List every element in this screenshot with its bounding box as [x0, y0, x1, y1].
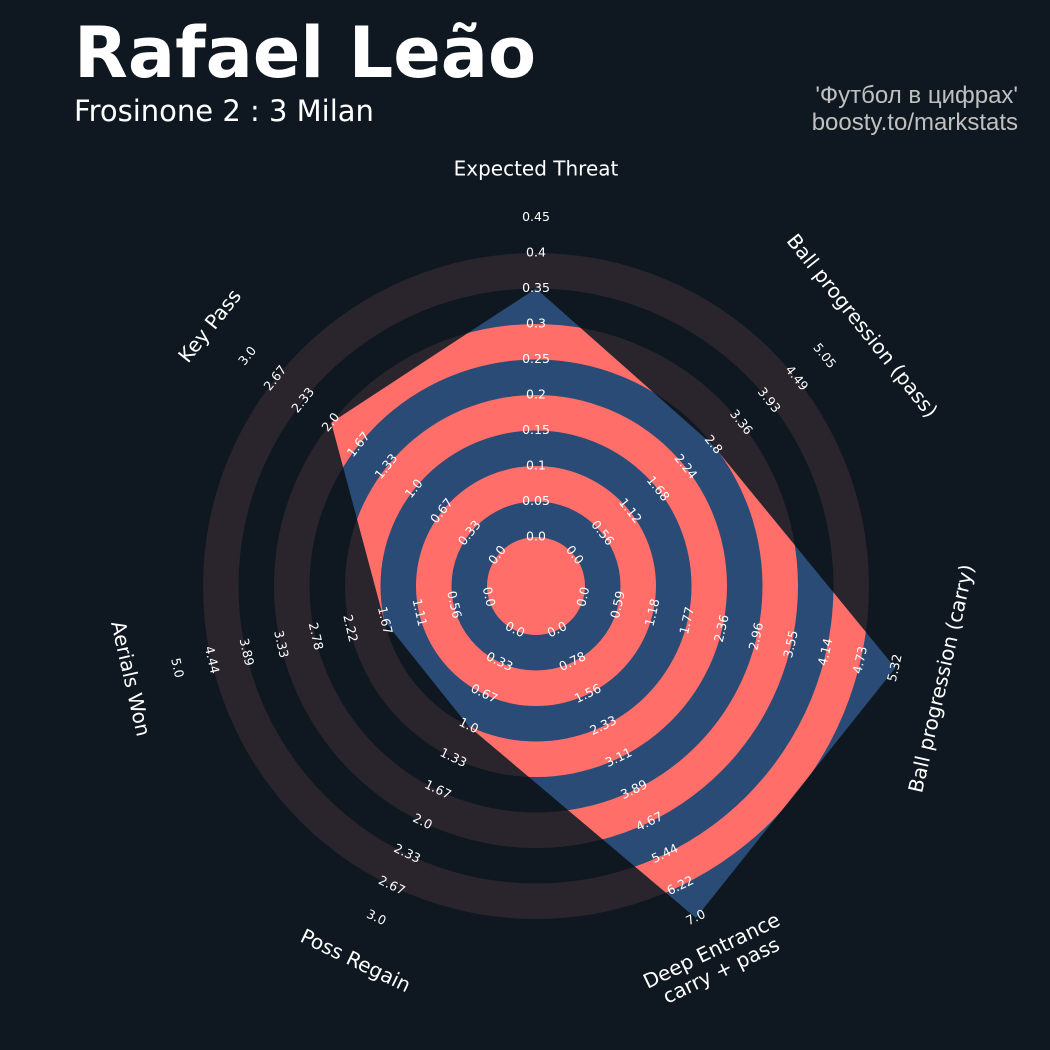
param-label: Expected Threat: [454, 157, 619, 181]
tick-label: 3.0: [364, 906, 388, 928]
tick-label: 5.32: [884, 653, 905, 683]
tick-label: 1.11: [410, 597, 431, 627]
ring-band-highlight: [487, 537, 585, 635]
match-score: Frosinone 2 : 3 Milan: [74, 94, 374, 128]
tick-label: 0.0: [480, 585, 499, 608]
player-name: Rafael Leão: [74, 12, 537, 94]
param-label: Ball progression (carry): [903, 562, 979, 795]
tick-label: 0.15: [522, 422, 550, 437]
tick-label: 3.33: [271, 629, 292, 659]
tick-label: 0.25: [522, 351, 550, 366]
tick-label: 4.73: [849, 645, 870, 675]
tick-label: 0.4: [526, 245, 546, 260]
tick-label: 1.18: [642, 597, 663, 628]
tick-label: 0.1: [526, 458, 546, 473]
tick-label: 0.2: [526, 387, 546, 402]
tick-label: 1.77: [676, 605, 697, 635]
credit-url: boosty.to/markstats: [811, 109, 1018, 136]
param-label: Deep Entrancecarry + pass: [639, 907, 793, 1013]
tick-label: 5.05: [810, 340, 839, 371]
tick-label: 1.67: [375, 605, 396, 635]
tick-label: 5.0: [168, 656, 187, 679]
tick-label: 2.96: [745, 621, 766, 652]
tick-label: 0.3: [526, 316, 546, 331]
tick-label: 0.0: [526, 529, 546, 544]
tick-label: 4.14: [815, 637, 836, 668]
param-label: Key Pass: [173, 284, 246, 367]
tick-label: 0.35: [522, 280, 550, 295]
tick-label: 0.0: [573, 585, 592, 608]
tick-label: 2.36: [711, 613, 732, 644]
credit-channel: 'Футбол в цифрах': [815, 82, 1018, 109]
tick-label: 2.78: [306, 621, 327, 652]
radar-polygon: [331, 288, 896, 918]
tick-label: 0.45: [522, 209, 550, 224]
tick-label: 0.59: [607, 589, 628, 620]
tick-label: 2.22: [340, 613, 361, 643]
tick-label: 0.56: [444, 589, 465, 620]
param-label: Poss Regain: [297, 924, 415, 997]
tick-label: 3.55: [780, 629, 801, 659]
ring-band-highlight: [416, 466, 656, 706]
tick-label: 4.44: [202, 645, 223, 676]
param-label: Aerials Won: [106, 619, 156, 739]
tick-label: 3.0: [235, 343, 259, 368]
tick-label: 3.89: [237, 637, 258, 668]
tick-label: 0.05: [522, 493, 550, 508]
